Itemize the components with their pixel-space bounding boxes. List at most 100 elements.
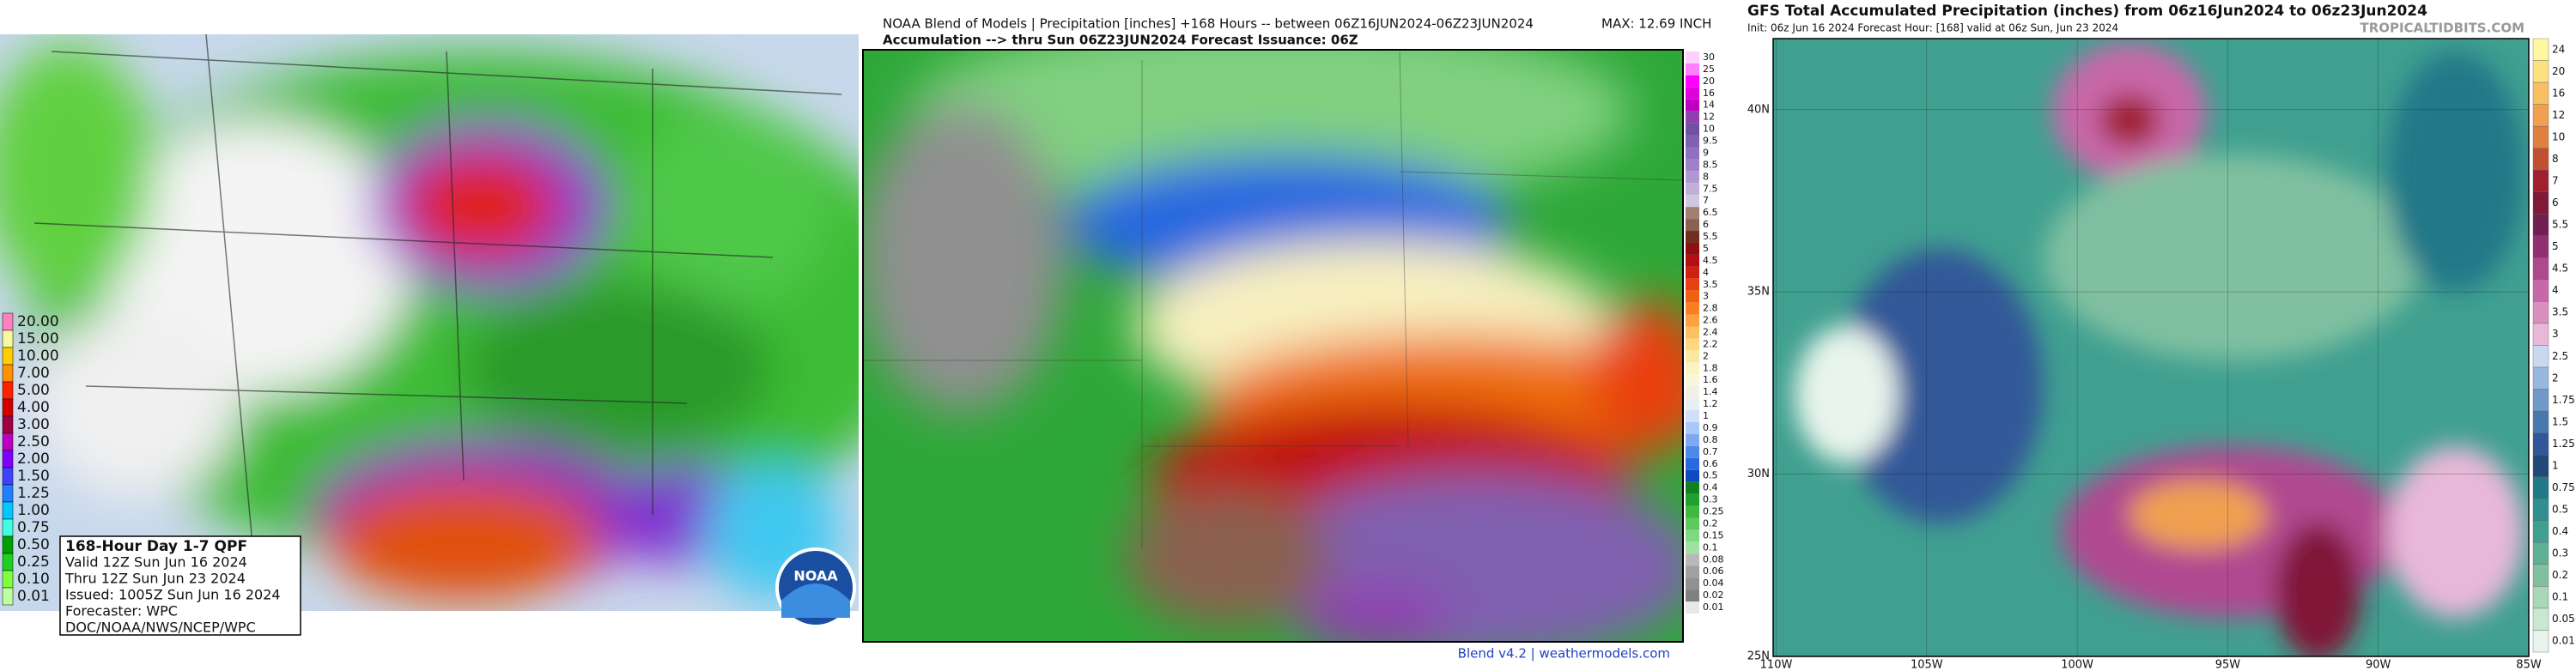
legend-label: 24 xyxy=(2552,43,2565,55)
legend-swatch xyxy=(2,501,14,520)
gfs-legend: 24 20 16 12 10 8 7 6 5.5 5 4.5 4 3.5 3 2.5 2 1.75 1.5 1.25… xyxy=(2532,38,2575,653)
legend-swatch xyxy=(1686,410,1699,423)
legend-swatch xyxy=(1686,171,1699,184)
legend-swatch xyxy=(2,364,14,383)
legend-label: 15.00 xyxy=(17,330,59,348)
gfs-frame xyxy=(1772,38,2530,657)
legend-label: 6 xyxy=(2552,196,2559,209)
legend-swatch xyxy=(2532,301,2549,324)
legend-swatch xyxy=(2,312,14,331)
legend-label: 0.10 xyxy=(17,571,50,588)
legend-label: 7 xyxy=(2552,174,2559,186)
legend-label: 0.06 xyxy=(1703,565,1724,577)
legend-swatch xyxy=(2532,82,2549,105)
legend-label: 1.8 xyxy=(1703,362,1718,373)
legend-swatch xyxy=(1686,326,1699,339)
lon-label: 90W xyxy=(2366,659,2391,671)
legend-swatch xyxy=(2,535,14,554)
legend-swatch xyxy=(2532,366,2549,390)
legend-swatch xyxy=(2532,104,2549,127)
legend-swatch xyxy=(1686,433,1699,446)
nbm-subtitle: Accumulation --> thru Sun 06Z23JUN2024 F… xyxy=(883,33,1358,48)
legend-swatch xyxy=(1686,51,1699,63)
legend-swatch xyxy=(1686,445,1699,458)
legend-label: 1 xyxy=(2552,459,2559,471)
legend-label: 0.1 xyxy=(1703,541,1718,553)
legend-swatch xyxy=(1686,147,1699,160)
legend-swatch xyxy=(2532,564,2549,587)
legend-swatch xyxy=(1686,505,1699,518)
legend-label: 12 xyxy=(2552,109,2565,121)
legend-swatch xyxy=(1686,254,1699,267)
legend-swatch xyxy=(2532,191,2549,215)
legend-label: 10 xyxy=(2552,130,2565,142)
legend-label: 3 xyxy=(1703,291,1709,302)
legend-swatch xyxy=(2,398,14,417)
info-line: Thru 12Z Sun Jun 23 2024 xyxy=(64,571,246,587)
legend-label: 6.5 xyxy=(1703,207,1718,218)
legend-label: 0.01 xyxy=(1703,601,1724,613)
legend-label: 30 xyxy=(1703,51,1715,63)
legend-label: 10.00 xyxy=(17,348,59,365)
legend-swatch xyxy=(1686,219,1699,232)
lat-label: 40N xyxy=(1747,103,1770,116)
legend-swatch xyxy=(1686,457,1699,470)
legend-swatch xyxy=(1686,374,1699,387)
info-line: DOC/NOAA/NWS/NCEP/WPC xyxy=(65,620,256,636)
legend-swatch xyxy=(1686,338,1699,351)
lat-label: 30N xyxy=(1747,468,1770,481)
lon-label: 95W xyxy=(2215,659,2241,671)
legend-swatch xyxy=(1686,398,1699,411)
legend-swatch xyxy=(1686,529,1699,542)
legend-swatch xyxy=(1686,481,1699,494)
legend-label: 9 xyxy=(1703,147,1709,158)
lon-label: 85W xyxy=(2516,659,2542,671)
legend-label: 9.5 xyxy=(1703,136,1718,147)
legend-label: 0.04 xyxy=(1703,577,1724,589)
legend-label: 6 xyxy=(1703,219,1709,230)
legend-swatch xyxy=(1686,422,1699,434)
legend-label: 16 xyxy=(2552,87,2565,99)
legend-label: 0.75 xyxy=(17,519,50,536)
legend-label: 0.5 xyxy=(1703,470,1718,481)
legend-swatch xyxy=(1686,278,1699,291)
legend-swatch xyxy=(2532,235,2549,258)
legend-swatch xyxy=(2532,454,2549,477)
legend-label: 0.2 xyxy=(1703,517,1718,529)
legend-label: 0.4 xyxy=(1703,482,1718,493)
legend-swatch xyxy=(1686,135,1699,148)
legend-swatch xyxy=(1686,87,1699,100)
legend-label: 1.5 xyxy=(2552,415,2568,427)
legend-swatch xyxy=(1686,123,1699,136)
legend-label: 7 xyxy=(1703,195,1709,206)
legend-label: 4.00 xyxy=(17,399,50,416)
legend-label: 20 xyxy=(1703,76,1715,87)
legend-label: 1.00 xyxy=(17,502,50,519)
legend-label: 0.3 xyxy=(1703,494,1718,505)
legend-swatch xyxy=(2532,520,2549,543)
nbm-footer: Blend v4.2 | weathermodels.com xyxy=(1458,646,1670,662)
lat-label: 35N xyxy=(1747,286,1770,299)
legend-swatch xyxy=(2,553,14,571)
legend-label: 0.01 xyxy=(2552,635,2575,647)
legend-swatch xyxy=(2532,476,2549,499)
nbm-frame xyxy=(862,49,1684,643)
legend-label: 3.00 xyxy=(17,416,50,433)
legend-label: 4.5 xyxy=(1703,255,1718,266)
legend-swatch xyxy=(1686,75,1699,88)
legend-label: 1.75 xyxy=(2552,394,2575,406)
legend-swatch xyxy=(1686,350,1699,363)
legend-label: 3.5 xyxy=(2552,306,2568,318)
legend-swatch xyxy=(2532,630,2549,653)
wpc-legend: 20.0015.0010.007.005.004.003.002.502.001… xyxy=(2,312,59,606)
legend-label: 0.02 xyxy=(1703,589,1724,601)
legend-label: 0.75 xyxy=(2552,481,2575,493)
info-line: 168-Hour Day 1-7 QPF xyxy=(65,538,247,555)
legend-label: 0.9 xyxy=(1703,422,1718,433)
legend-label: 0.7 xyxy=(1703,446,1718,457)
legend-label: 5.00 xyxy=(17,382,50,399)
legend-label: 2.5 xyxy=(2552,350,2568,362)
legend-swatch xyxy=(1686,266,1699,279)
legend-label: 14 xyxy=(1703,100,1715,111)
legend-label: 2.00 xyxy=(17,450,50,468)
